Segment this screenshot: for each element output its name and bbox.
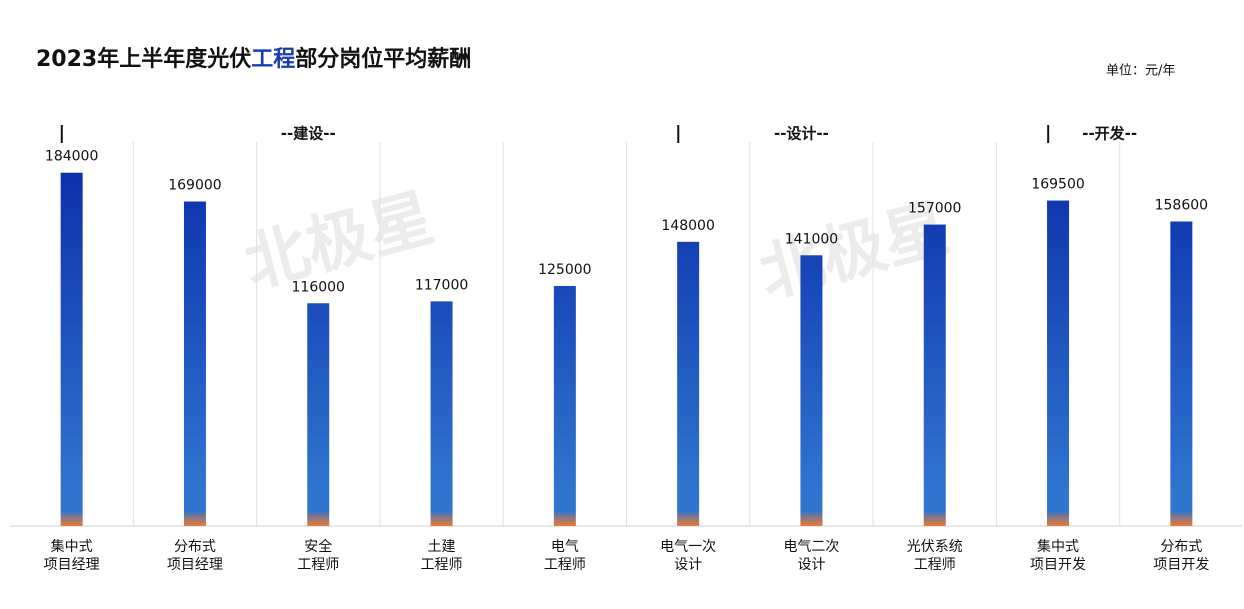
x-tick-label: 电气 xyxy=(551,539,579,555)
x-tick-label: 集中式 xyxy=(1037,538,1079,555)
x-tick-label: 项目开发 xyxy=(1153,557,1209,573)
group-label: --开发-- xyxy=(1082,125,1137,143)
group-label: --建设-- xyxy=(281,125,336,143)
x-tick-label: 土建 xyxy=(428,539,456,555)
bar xyxy=(1170,221,1193,526)
bar xyxy=(553,286,576,526)
x-tick-label: 分布式 xyxy=(174,539,216,555)
value-label: 125000 xyxy=(538,262,591,278)
unit-label: 单位：元/年 xyxy=(1106,64,1175,79)
x-tick-label: 安全 xyxy=(304,538,332,555)
bar xyxy=(307,303,330,526)
value-label: 141000 xyxy=(785,231,838,247)
bar xyxy=(677,241,700,526)
x-tick-label: 电气二次 xyxy=(783,539,839,555)
bar xyxy=(923,224,946,526)
x-tick-label: 工程师 xyxy=(544,557,586,573)
x-tick-label: 项目开发 xyxy=(1030,557,1086,573)
chart-title: 2023年上半年度光伏工程部分岗位平均薪酬 xyxy=(36,46,471,72)
bar xyxy=(800,255,823,526)
value-label: 158600 xyxy=(1155,197,1208,213)
bar xyxy=(1047,200,1070,526)
x-tick-label: 电气一次 xyxy=(660,539,716,555)
x-tick-label: 项目经理 xyxy=(167,557,223,573)
value-label: 169000 xyxy=(168,178,221,194)
value-label: 117000 xyxy=(415,277,468,293)
x-tick-label: 光伏系统 xyxy=(907,539,963,555)
x-tick-label: 设计 xyxy=(797,557,825,573)
x-tick-label: 工程师 xyxy=(297,557,339,573)
x-tick-label: 分布式 xyxy=(1160,539,1202,555)
value-label: 184000 xyxy=(45,149,98,165)
value-label: 116000 xyxy=(292,279,345,295)
bar xyxy=(430,301,453,526)
x-tick-label: 工程师 xyxy=(421,557,463,573)
x-tick-label: 集中式 xyxy=(51,538,93,555)
value-label: 148000 xyxy=(661,218,714,234)
value-label: 169500 xyxy=(1031,177,1084,193)
bar xyxy=(183,201,206,526)
group-label: --设计-- xyxy=(774,125,829,143)
x-tick-label: 设计 xyxy=(674,557,702,573)
bar xyxy=(60,172,83,526)
x-tick-label: 工程师 xyxy=(914,557,956,573)
value-label: 157000 xyxy=(908,201,961,217)
x-tick-label: 项目经理 xyxy=(44,557,100,573)
